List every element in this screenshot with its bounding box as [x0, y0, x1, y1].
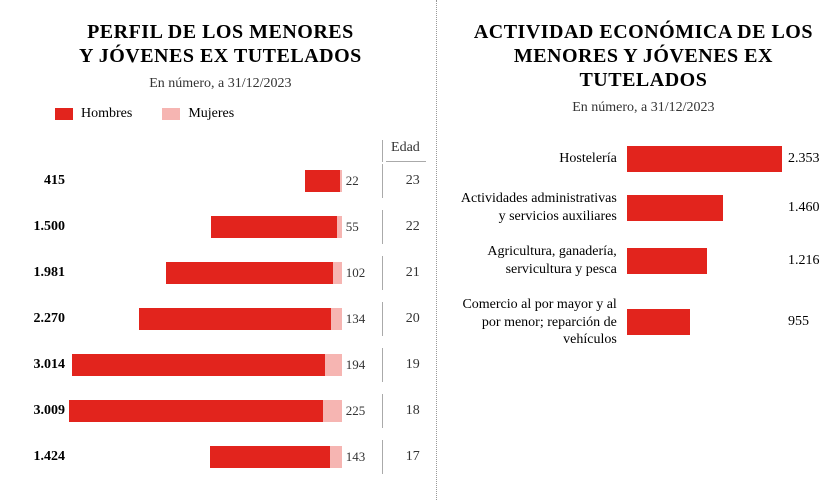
age-divider [382, 302, 383, 336]
hombres-value: 1.500 [15, 219, 69, 235]
bar-mujeres [325, 354, 341, 376]
bar-mujeres [333, 262, 342, 284]
swatch-mujeres [162, 108, 180, 120]
hombres-value: 2.270 [15, 311, 69, 327]
bar-track [69, 446, 342, 468]
left-chart: 415 22 23 1.500 55 22 1.981 102 21 2.270 134 20 3.01… [15, 164, 426, 474]
age-value: 17 [386, 449, 426, 465]
age-value: 20 [386, 311, 426, 327]
activity-bar [627, 195, 723, 221]
bar-hombres [72, 354, 326, 376]
mujeres-value: 225 [342, 403, 380, 419]
activity-category: Actividades administrativas y servicios … [457, 190, 627, 225]
left-title: PERFIL DE LOS MENORES Y JÓVENES EX TUTEL… [15, 20, 426, 68]
right-subtitle: En número, a 31/12/2023 [457, 100, 830, 116]
bar-mujeres [331, 308, 342, 330]
bar-track [69, 170, 342, 192]
activity-category: Agricultura, ganadería, servicultura y p… [457, 243, 627, 278]
hombres-value: 1.424 [15, 449, 69, 465]
age-value: 22 [386, 219, 426, 235]
bar-track [69, 400, 342, 422]
legend-hombres-label: Hombres [81, 106, 132, 122]
age-divider [382, 440, 383, 474]
mujeres-value: 134 [342, 311, 380, 327]
hombres-value: 415 [15, 173, 69, 189]
legend-mujeres: Mujeres [162, 106, 234, 122]
bar-hombres [305, 170, 340, 192]
age-value: 19 [386, 357, 426, 373]
right-chart: Hostelería 2.353 Actividades administrativ… [457, 146, 830, 349]
age-divider-top [382, 140, 383, 162]
activity-category: Hostelería [457, 150, 627, 168]
age-header: Edad [386, 140, 426, 162]
bar-hombres [211, 216, 337, 238]
right-title-line2: MENORES Y JÓVENES EX TUTELADOS [514, 45, 773, 91]
activity-value: 1.460 [782, 200, 830, 216]
age-value: 21 [386, 265, 426, 281]
hombres-value: 3.009 [15, 403, 69, 419]
bar-mujeres [323, 400, 342, 422]
mujeres-value: 22 [342, 173, 380, 189]
activity-bar-track [627, 146, 782, 172]
left-panel: PERFIL DE LOS MENORES Y JÓVENES EX TUTEL… [0, 0, 437, 500]
left-title-line1: PERFIL DE LOS MENORES [87, 21, 354, 43]
activity-category: Comercio al por mayor y al por menor; re… [457, 296, 627, 349]
swatch-hombres [55, 108, 73, 120]
bar-track [69, 354, 342, 376]
bar-track [69, 216, 342, 238]
right-title: ACTIVIDAD ECONÓMICA DE LOS MENORES Y JÓV… [457, 20, 830, 92]
age-divider [382, 164, 383, 198]
mujeres-value: 102 [342, 265, 380, 281]
age-divider [382, 394, 383, 428]
bar-mujeres [337, 216, 342, 238]
right-title-line1: ACTIVIDAD ECONÓMICA DE LOS [474, 21, 813, 43]
bar-hombres [69, 400, 322, 422]
left-title-line2: Y JÓVENES EX TUTELADOS [79, 45, 362, 67]
bar-mujeres [340, 170, 342, 192]
right-panel: ACTIVIDAD ECONÓMICA DE LOS MENORES Y JÓV… [437, 0, 840, 500]
left-subtitle: En número, a 31/12/2023 [15, 76, 426, 92]
legend-hombres: Hombres [55, 106, 132, 122]
age-divider [382, 348, 383, 382]
bar-hombres [210, 446, 330, 468]
chart-container: PERFIL DE LOS MENORES Y JÓVENES EX TUTEL… [0, 0, 840, 500]
bar-mujeres [330, 446, 342, 468]
hombres-value: 1.981 [15, 265, 69, 281]
bar-track [69, 308, 342, 330]
mujeres-value: 194 [342, 357, 380, 373]
age-value: 23 [386, 173, 426, 189]
bar-hombres [166, 262, 333, 284]
mujeres-value: 55 [342, 219, 380, 235]
age-value: 18 [386, 403, 426, 419]
legend: Hombres Mujeres [15, 106, 426, 122]
bar-track [69, 262, 342, 284]
activity-value: 1.216 [782, 253, 830, 269]
bar-hombres [139, 308, 330, 330]
activity-bar [627, 309, 690, 335]
activity-bar [627, 248, 707, 274]
activity-bar-track [627, 195, 782, 221]
activity-bar [627, 146, 782, 172]
activity-bar-track [627, 309, 782, 335]
legend-mujeres-label: Mujeres [188, 106, 234, 122]
age-divider [382, 210, 383, 244]
hombres-value: 3.014 [15, 357, 69, 373]
activity-bar-track [627, 248, 782, 274]
age-divider [382, 256, 383, 290]
left-header-row: Edad [15, 140, 426, 162]
mujeres-value: 143 [342, 449, 380, 465]
activity-value: 955 [782, 314, 830, 330]
activity-value: 2.353 [782, 151, 830, 167]
